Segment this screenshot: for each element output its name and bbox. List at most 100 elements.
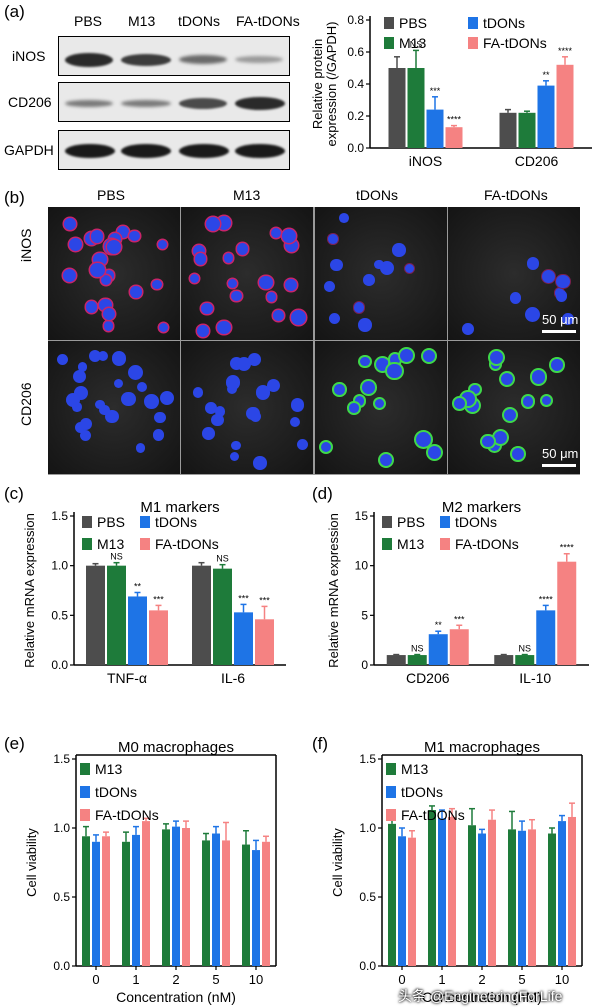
cell-nucleus [556,274,571,289]
cell-nucleus [527,257,540,270]
cell-nucleus [57,354,69,366]
bar-fa-tdons-2 [488,819,496,966]
legend-label-tdons: tDONs [401,784,443,800]
cell-nucleus [79,430,92,442]
y-tick-label: 1.0 [53,821,70,835]
bar-m13-4 [548,833,556,966]
cell-nucleus [453,398,465,409]
y-axis-label: Cell viability [24,828,39,897]
cell-nucleus [231,290,242,301]
significance-label: **** [558,46,573,56]
legend-label-pbs: PBS [97,514,125,530]
cell-nucleus [281,229,296,244]
bar-pbs-1 [494,655,514,665]
y-tick-label: 10 [355,559,369,573]
legend-swatch-fa-tdons [140,538,150,550]
cell-nucleus [236,357,251,372]
legend-swatch-m13 [382,538,392,550]
y-tick-label: 0.0 [51,658,68,672]
y-tick-label: 1.0 [51,559,68,573]
cell-nucleus [103,307,116,320]
x-tick-label: 0 [92,972,99,987]
significance-label: NS [216,554,229,564]
y-tick-label: 1.5 [359,752,376,766]
cell-nucleus [231,440,241,451]
cell-nucleus [360,356,370,367]
bar-tdons-0 [92,841,100,966]
panel-label-c: (c) [4,484,24,503]
x-axis-label: Concentration (nM) [422,989,542,1005]
cell-nucleus [223,253,233,263]
cell-nucleus [130,286,142,298]
bar-fa-tdons-0 [149,610,168,665]
cell-nucleus [103,320,114,331]
cell-nucleus [194,253,207,266]
cell-nucleus [290,417,301,428]
significance-label: *** [259,595,270,605]
cell-nucleus [362,381,375,394]
cell-nucleus [72,369,86,383]
significance-label: **** [539,594,554,604]
bar-pbs-0 [86,565,105,665]
bar-tdons-3 [518,830,526,966]
legend-swatch-fa-tdons [80,809,90,821]
legend-swatch-tdons [468,17,478,29]
chart-a: 0.0 0.2 0.4 0.6 0.8 Relative protein expressio… [310,13,592,169]
cell-nucleus [99,404,110,416]
y-tick-label: 0.5 [51,608,68,622]
cell-nucleus [375,399,385,409]
cell-nucleus [323,280,335,292]
bar-tdons-1 [537,85,555,148]
cell-nucleus [349,403,359,413]
cell-nucleus [358,318,372,332]
micro-col-m13: M13 [233,187,261,203]
bar-fa-tdons-0 [102,836,110,966]
legend-label-tdons: tDONs [155,514,197,530]
cell-nucleus [65,393,81,408]
bar-m13-0 [407,68,425,148]
x-tick-label: iNOS [409,153,442,169]
legend-label-m13: M13 [399,35,426,51]
cell-nucleus [290,398,305,412]
legend-swatch-tdons [80,786,90,798]
x-tick-label: 1 [438,972,445,987]
cell-nucleus [152,428,165,441]
y-tick-label: 15 [355,509,369,523]
cell-nucleus [509,292,522,304]
legend-swatch-fa-tdons [440,538,450,550]
bar-tdons-4 [252,850,260,966]
bar-fa-tdons-1 [448,816,456,966]
cell-nucleus [489,350,504,364]
cell-nucleus [266,378,281,393]
bar-m13-1 [122,841,130,966]
legend-label-tdons: tDONs [483,15,525,31]
micro-col-tdons: tDONs [356,187,398,203]
x-tick-label: CD206 [515,153,559,169]
cell-nucleus [392,243,406,257]
cell-nucleus [189,273,200,284]
chart-f: M1 macrophages 0.0 0.5 1.0 1.5 Cell viability… [330,739,583,1005]
legend-swatch-fa-tdons [386,809,396,821]
cell-nucleus [121,392,136,407]
panel-label-f: (f) [312,734,329,753]
cell-nucleus [106,239,122,254]
bar-pbs-0 [388,68,406,148]
cell-nucleus [77,362,88,372]
cell-nucleus [405,264,415,274]
cell-nucleus [136,381,148,393]
cell-nucleus [206,217,221,232]
bar-tdons-0 [426,109,444,148]
cell-nucleus [329,312,341,324]
bar-fa-tdons-1 [142,821,150,966]
cell-nucleus [116,226,129,238]
cell-nucleus [227,279,237,289]
cell-nucleus [225,375,241,390]
significance-label: ** [134,581,142,591]
y-tick-label: 0.0 [359,959,376,973]
wb-lane-tdons: tDONs [178,13,220,29]
significance-label: NS [411,644,424,654]
x-tick-label: 1 [132,972,139,987]
legend-label-fa-tdons: FA-tDONs [155,536,219,552]
significance-label: **** [447,115,462,125]
cell-nucleus [85,301,98,313]
